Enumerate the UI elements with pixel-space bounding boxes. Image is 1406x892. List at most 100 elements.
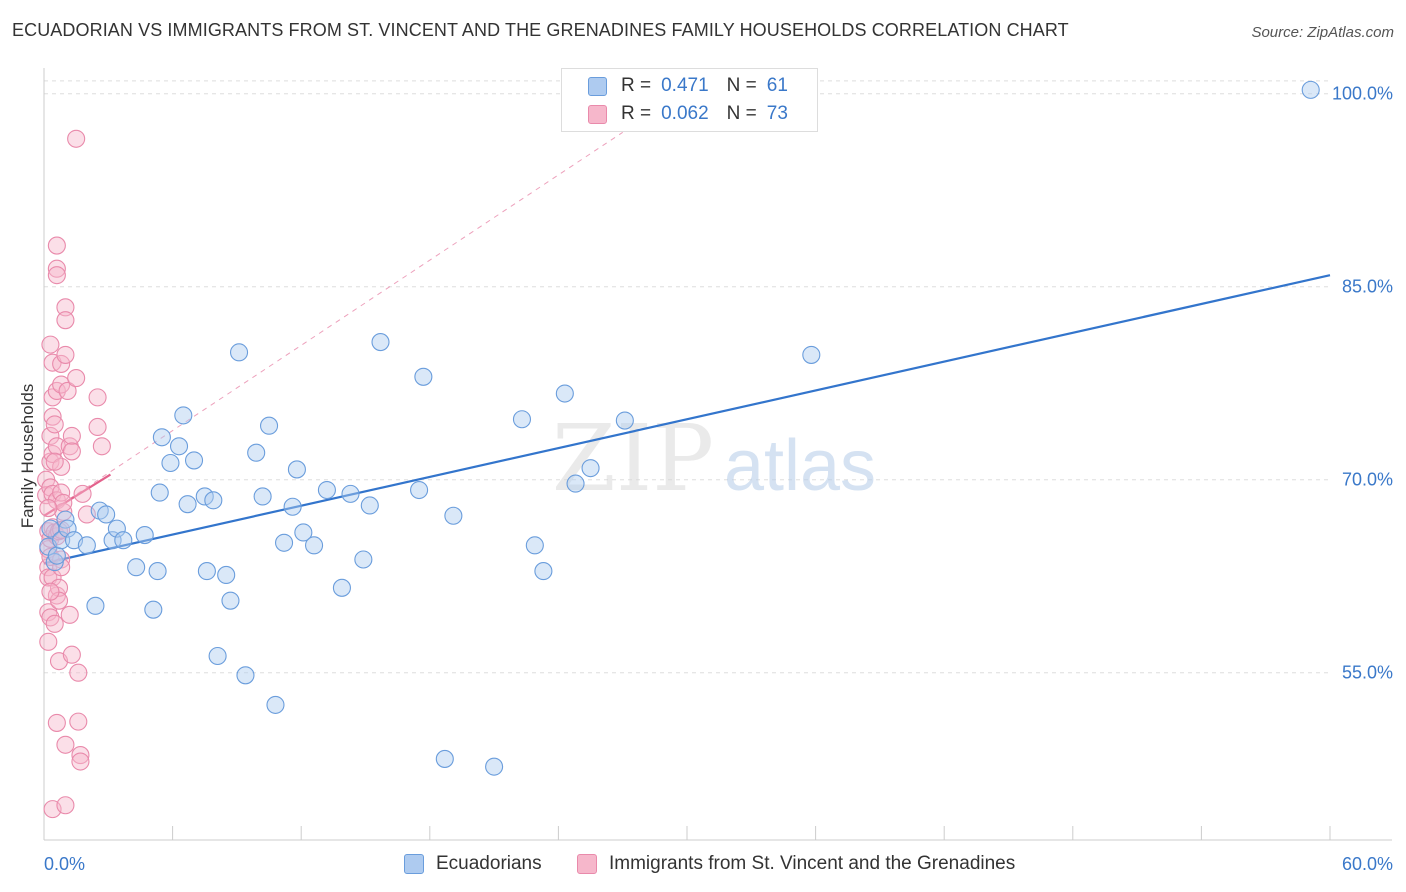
data-point-immigrants: [71, 752, 90, 771]
legend-n-label: N =: [726, 75, 757, 96]
data-point-ecuadorians: [52, 531, 71, 550]
bottom-legend-immigrants: Immigrants from St. Vincent and the Gren…: [577, 851, 1015, 877]
data-point-immigrants: [88, 417, 107, 437]
data-point-ecuadorians: [161, 453, 180, 473]
data-point-ecuadorians: [77, 536, 96, 555]
data-point-ecuadorians: [371, 333, 390, 352]
legend-n-value: 73: [766, 103, 788, 124]
data-point-ecuadorians: [184, 451, 204, 470]
data-point-ecuadorians: [332, 578, 351, 597]
data-point-ecuadorians: [204, 491, 223, 510]
data-point-ecuadorians: [217, 565, 236, 584]
data-point-immigrants: [56, 311, 75, 330]
data-point-ecuadorians: [197, 562, 216, 581]
data-point-immigrants: [47, 236, 66, 255]
data-point-ecuadorians: [169, 437, 189, 456]
data-point-immigrants: [45, 614, 64, 633]
data-point-immigrants: [62, 426, 81, 446]
data-point-ecuadorians: [144, 600, 163, 619]
data-point-immigrants: [41, 335, 60, 354]
data-point-ecuadorians: [107, 519, 126, 538]
data-point-ecuadorians: [266, 695, 285, 714]
data-point-ecuadorians: [148, 562, 167, 581]
data-point-ecuadorians: [283, 497, 302, 516]
data-point-ecuadorians: [287, 460, 306, 479]
x-tick-label: 0.0%: [44, 854, 85, 874]
data-point-ecuadorians: [294, 523, 313, 542]
data-point-immigrants: [45, 452, 64, 471]
data-point-ecuadorians: [485, 757, 504, 776]
data-point-immigrants: [69, 712, 88, 731]
data-point-immigrants: [54, 493, 73, 512]
data-point-ecuadorians: [1301, 80, 1320, 99]
data-point-ecuadorians: [354, 550, 373, 569]
legend-r-value: 0.062: [661, 103, 709, 124]
data-point-immigrants: [47, 259, 66, 278]
trend-line-immigrants-extended: [43, 131, 623, 517]
data-point-ecuadorians: [174, 406, 193, 425]
data-point-immigrants: [67, 129, 86, 148]
data-point-ecuadorians: [414, 367, 433, 386]
chart-title: ECUADORIAN VS IMMIGRANTS FROM ST. VINCEN…: [12, 20, 1069, 40]
data-point-ecuadorians: [127, 558, 146, 577]
source-credit: Source: ZipAtlas.com: [1251, 24, 1394, 41]
data-point-immigrants: [56, 298, 75, 317]
series-ecuadorians-points: [39, 80, 1320, 776]
data-point-ecuadorians: [178, 495, 197, 514]
data-point-ecuadorians: [229, 343, 249, 362]
data-point-ecuadorians: [317, 480, 336, 500]
data-point-immigrants: [69, 663, 88, 682]
bottom-legend-ecuadorians: Ecuadorians: [404, 851, 542, 877]
data-point-ecuadorians: [615, 411, 634, 430]
y-tick-label: 70.0%: [1342, 470, 1393, 490]
data-point-ecuadorians: [58, 519, 77, 538]
y-tick-label: 100.0%: [1332, 84, 1393, 104]
data-point-ecuadorians: [802, 345, 821, 364]
data-point-immigrants: [60, 605, 79, 624]
data-point-ecuadorians: [208, 646, 227, 666]
x-tick-label: 60.0%: [1342, 854, 1393, 874]
data-point-immigrants: [71, 746, 90, 765]
data-point-ecuadorians: [435, 749, 454, 768]
data-point-immigrants: [49, 578, 69, 597]
data-point-ecuadorians: [103, 531, 122, 550]
data-point-immigrants: [47, 713, 66, 732]
legend-n-label: N =: [726, 103, 757, 124]
data-point-ecuadorians: [135, 526, 154, 545]
legend-swatch-pink: [588, 104, 607, 124]
data-point-ecuadorians: [47, 546, 66, 565]
data-point-ecuadorians: [236, 666, 255, 685]
data-point-immigrants: [56, 735, 75, 754]
data-point-ecuadorians: [259, 416, 279, 435]
data-point-immigrants: [73, 484, 92, 503]
data-point-ecuadorians: [534, 562, 553, 581]
data-point-ecuadorians: [150, 483, 169, 502]
data-point-immigrants: [62, 645, 81, 664]
bottom-legend-label: Ecuadorians: [436, 853, 542, 874]
data-point-ecuadorians: [341, 484, 360, 503]
grid-lines: [44, 80, 1330, 674]
data-point-immigrants: [92, 437, 111, 456]
data-point-immigrants: [52, 354, 71, 373]
data-point-immigrants: [41, 426, 60, 446]
data-point-immigrants: [39, 632, 58, 651]
legend-swatch-blue: [588, 76, 607, 96]
legend: R = 0.471 N = 61 R = 0.062 N = 73: [561, 68, 818, 132]
data-point-immigrants: [47, 266, 66, 285]
data-point-ecuadorians: [247, 443, 266, 462]
data-point-ecuadorians: [305, 536, 324, 555]
bottom-legend-swatch-pink: [577, 854, 597, 874]
axes: [43, 68, 1392, 841]
data-point-immigrants: [39, 498, 58, 518]
legend-r-label: R =: [621, 103, 652, 124]
data-point-immigrants: [45, 415, 64, 434]
data-point-immigrants: [52, 375, 71, 394]
data-point-ecuadorians: [114, 531, 133, 550]
series-immigrants-points: [37, 129, 111, 819]
trend-line-ecuadorians: [43, 274, 1331, 565]
watermark-atlas: atlas: [724, 426, 876, 506]
y-tick-label: 85.0%: [1342, 277, 1393, 297]
data-point-immigrants: [67, 369, 86, 388]
data-point-ecuadorians: [97, 505, 116, 524]
